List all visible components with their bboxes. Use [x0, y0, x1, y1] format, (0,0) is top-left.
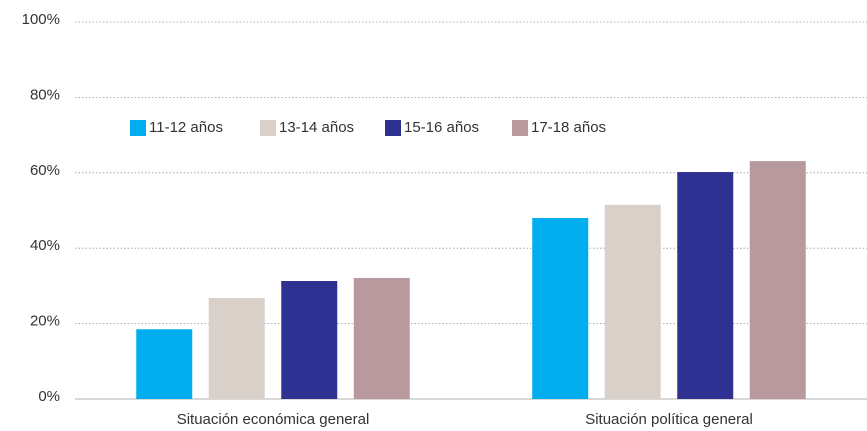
- bar: [532, 218, 589, 399]
- bar: [604, 204, 661, 399]
- x-tick-label: Situación económica general: [177, 411, 370, 428]
- legend-label: 13-14 años: [279, 119, 354, 136]
- bar: [136, 329, 193, 399]
- y-tick-label: 60%: [30, 162, 60, 179]
- legend-swatch: [130, 120, 146, 136]
- legend-label: 15-16 años: [404, 119, 479, 136]
- y-tick-label: 80%: [30, 86, 60, 103]
- bar: [749, 161, 806, 399]
- y-tick-label: 100%: [22, 11, 60, 28]
- bar: [353, 277, 410, 399]
- legend-label: 17-18 años: [531, 119, 606, 136]
- y-tick-label: 20%: [30, 313, 60, 330]
- bar: [208, 297, 265, 399]
- bar: [281, 280, 338, 399]
- legend-label: 11-12 años: [149, 119, 223, 136]
- legend-swatch: [385, 120, 401, 136]
- x-tick-label: Situación política general: [585, 411, 753, 428]
- bar: [677, 172, 734, 399]
- y-tick-label: 0%: [38, 388, 60, 405]
- y-tick-label: 40%: [30, 237, 60, 254]
- legend-swatch: [260, 120, 276, 136]
- legend-swatch: [512, 120, 528, 136]
